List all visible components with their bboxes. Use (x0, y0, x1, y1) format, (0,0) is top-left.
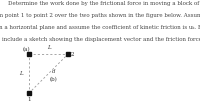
Text: 2: 2 (71, 52, 74, 57)
Text: include a sketch showing the displacement vector and the friction force vector.: include a sketch showing the displacemen… (2, 37, 200, 42)
Text: Determine the work done by the frictional force in moving a block of mass: Determine the work done by the frictiona… (8, 1, 200, 6)
Text: (a): (a) (23, 47, 31, 52)
Text: L: L (19, 71, 23, 76)
Text: (b): (b) (50, 77, 58, 82)
Text: L: L (47, 45, 50, 50)
Text: d: d (52, 69, 55, 74)
Text: m from point 1 to point 2 over the two paths shown in the figure below. Assume t: m from point 1 to point 2 over the two p… (0, 13, 200, 18)
Text: lies in a horizontal plane and assume the coefficient of kinetic friction is uₖ.: lies in a horizontal plane and assume th… (0, 25, 200, 30)
Text: 1: 1 (27, 97, 31, 102)
